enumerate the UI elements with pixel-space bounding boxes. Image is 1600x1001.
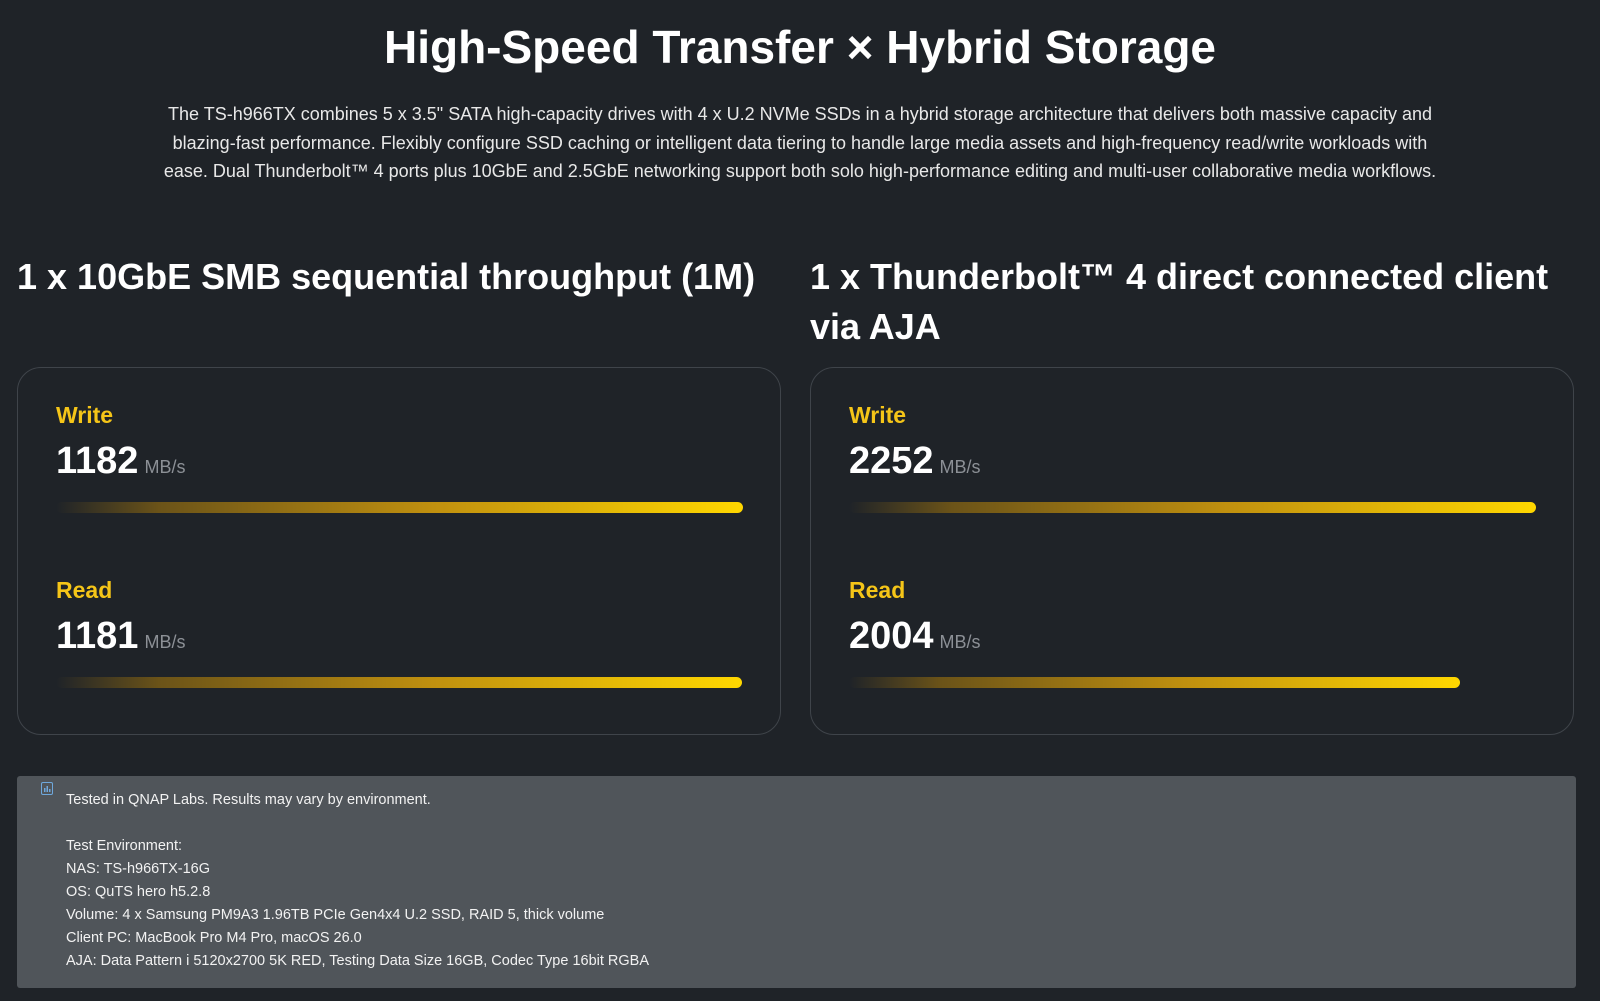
metric-label: Write [56, 402, 114, 428]
metric-value: 1181 MB/s [56, 615, 185, 658]
bar-track [56, 677, 743, 688]
value-unit: MB/s [144, 632, 186, 652]
description: The TS-h966TX combines 5 x 3.5" SATA hig… [163, 104, 1437, 181]
test-note: Tested in QNAP Labs. Results may vary by… [17, 776, 1576, 988]
bar [56, 677, 743, 688]
value-number: 2004 [849, 615, 934, 657]
environment-line: Volume: 4 x Samsung PM9A3 1.96TB PCIe Ge… [66, 907, 605, 923]
metric: Write 1182 MB/s [56, 402, 743, 522]
value-unit: MB/s [939, 457, 981, 477]
environment-line: OS: QuTS hero h5.2.8 [66, 884, 211, 900]
environment-line: Client PC: MacBook Pro M4 Pro, macOS 26.… [66, 930, 362, 946]
metric-value: 2252 MB/s [849, 440, 981, 483]
panel: Write 2252 MB/s Read 2004 MB/s [810, 367, 1574, 735]
value-unit: MB/s [939, 632, 981, 652]
metric: Read 1181 MB/s [56, 577, 743, 697]
bar [849, 502, 1536, 513]
bar-track [849, 502, 1536, 513]
value-number: 1182 [56, 440, 139, 482]
bar [849, 677, 1461, 688]
bar-track [849, 677, 1536, 688]
note-icon [41, 782, 53, 795]
environment-title: Test Environment: [66, 838, 183, 854]
metric-value: 1182 MB/s [56, 440, 185, 483]
environment-line: NAS: TS-h966TX-16G [66, 861, 210, 877]
metric: Read 2004 MB/s [849, 577, 1536, 697]
value-unit: MB/s [144, 457, 186, 477]
page-title: High-Speed Transfer × Hybrid Storage [383, 21, 1217, 73]
environment-line: AJA: Data Pattern i 5120x2700 5K RED, Te… [66, 953, 650, 969]
value-number: 2252 [849, 440, 934, 482]
bar-track [56, 502, 743, 513]
panel-title: 1 x Thunderbolt™ 4 direct connected clie… [810, 256, 1549, 347]
panel: Write 1182 MB/s Read 1181 MB/s [17, 367, 781, 735]
panel-title: 1 x 10GbE SMB sequential throughput (1M) [17, 256, 756, 297]
bar [56, 502, 743, 513]
metric: Write 2252 MB/s [849, 402, 1536, 522]
metric-label: Write [849, 402, 907, 428]
metric-label: Read [56, 577, 113, 603]
metric-label: Read [849, 577, 906, 603]
value-number: 1181 [56, 615, 139, 657]
metric-value: 2004 MB/s [849, 615, 981, 658]
note-summary: Tested in QNAP Labs. Results may vary by… [66, 792, 431, 808]
